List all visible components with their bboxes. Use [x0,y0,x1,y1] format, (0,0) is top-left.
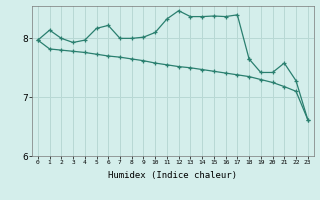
X-axis label: Humidex (Indice chaleur): Humidex (Indice chaleur) [108,171,237,180]
